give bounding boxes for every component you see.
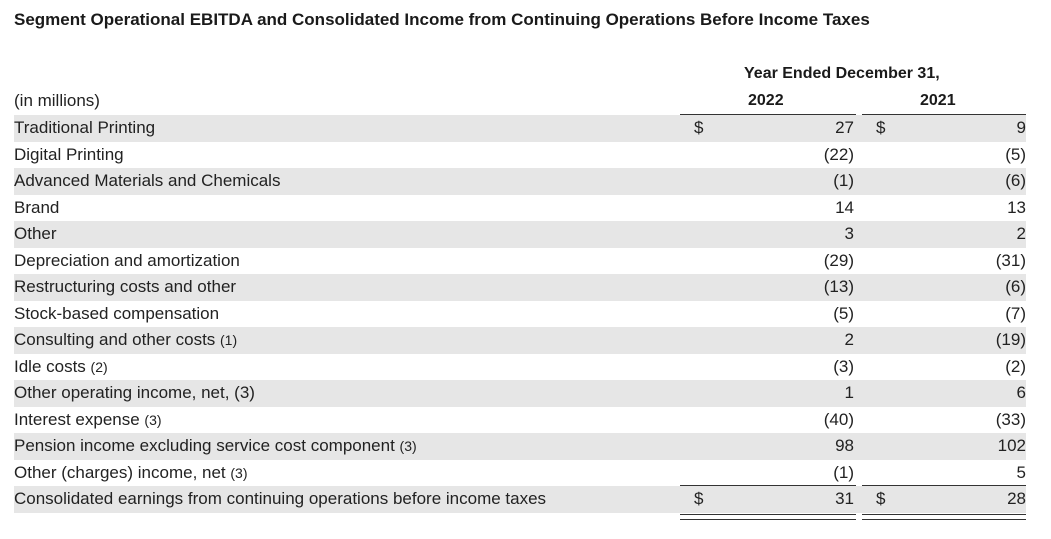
table-row: Advanced Materials and Chemicals (1) (6): [14, 168, 1026, 195]
value-2022: (22): [823, 144, 854, 164]
year-2022-header: 2022: [748, 92, 784, 109]
value-2022: (13): [823, 277, 854, 296]
currency-symbol-2022: $: [694, 118, 704, 137]
row-label: Other operating income, net, (3): [14, 380, 255, 406]
table-row: Consulting and other costs (1) 2 (19): [14, 327, 1026, 354]
subtotal-rule-2022: [680, 485, 856, 486]
table-row: Digital Printing (22) (5): [14, 142, 1026, 169]
row-label-text: Traditional Printing: [14, 118, 156, 137]
value-2022: 3: [844, 224, 854, 243]
row-label-text: Depreciation and amortization: [14, 250, 240, 270]
row-label: Consulting and other costs (1): [14, 327, 237, 353]
subtotal-rule-2021: [862, 485, 1026, 486]
table-row: Other operating income, net, (3) 1 6: [14, 380, 1026, 407]
row-label-text: Stock-based compensation: [14, 303, 220, 323]
row-label: Other: [14, 221, 57, 247]
value-2022: 14: [835, 197, 854, 217]
row-label: Restructuring costs and other: [14, 274, 236, 300]
row-label: Brand: [14, 195, 59, 221]
table-row: Consolidated earnings from continuing op…: [14, 486, 1026, 513]
table-row: Restructuring costs and other (13) (6): [14, 274, 1026, 301]
value-2022: (5): [833, 303, 854, 323]
currency-symbol-2021: $: [876, 118, 886, 137]
table-row: Brand 14 13: [14, 195, 1026, 222]
value-2022: 98: [835, 436, 854, 455]
value-2022: (3): [833, 356, 854, 376]
value-2021: (6): [1005, 171, 1026, 190]
table-row: Stock-based compensation (5) (7): [14, 301, 1026, 328]
header-rule-2022: [680, 114, 856, 115]
value-2022: (1): [833, 171, 854, 190]
value-2021: 6: [1016, 383, 1026, 402]
row-label-text: Consolidated earnings from continuing op…: [14, 489, 547, 508]
table-row: Other (charges) income, net (3) (1) 5: [14, 460, 1026, 487]
row-label: Digital Printing: [14, 142, 124, 168]
value-2021: 102: [997, 436, 1026, 455]
row-label: Traditional Printing: [14, 115, 155, 141]
table-row: Other 3 2: [14, 221, 1026, 248]
row-label-text: Digital Printing: [14, 144, 124, 164]
value-2021: (33): [995, 409, 1026, 429]
row-label-text: Other (charges) income, net: [14, 462, 231, 482]
value-2022: 27: [835, 118, 854, 137]
row-label-text: Brand: [14, 197, 60, 217]
table-row: Traditional Printing $ $27 9: [14, 115, 1026, 142]
value-2021: 9: [1016, 118, 1026, 137]
value-2022: (40): [823, 409, 854, 429]
total-double-rule-2021: [862, 513, 1026, 520]
value-2021: (6): [1005, 277, 1026, 296]
period-header: Year Ended December 31,: [744, 65, 940, 82]
currency-symbol-2022: $: [694, 489, 704, 508]
row-label-text: Advanced Materials and Chemicals: [14, 171, 281, 190]
year-2021-header: 2021: [920, 92, 956, 109]
value-2021: 13: [1007, 197, 1026, 217]
value-2022: (1): [833, 462, 854, 482]
value-2021: (31): [995, 250, 1026, 270]
row-label-text: Restructuring costs and other: [14, 277, 237, 296]
row-label: Advanced Materials and Chemicals: [14, 168, 280, 194]
units-label: (in millions): [14, 91, 100, 110]
value-2021: 5: [1016, 462, 1026, 482]
row-label-text: Interest expense: [14, 409, 145, 429]
row-label-text: Consulting and other costs: [14, 330, 221, 349]
value-2022: 2: [844, 330, 854, 349]
row-label-text: Pension income excluding service cost co…: [14, 436, 400, 455]
row-label: Depreciation and amortization: [14, 248, 240, 274]
value-2022: 31: [835, 489, 854, 508]
row-label-text: Other: [14, 224, 57, 243]
row-label: Pension income excluding service cost co…: [14, 433, 417, 459]
table-title: Segment Operational EBITDA and Consolida…: [14, 10, 870, 29]
table-row: Depreciation and amortization (29) (31): [14, 248, 1026, 275]
table-row: Idle costs (2) (3) (2): [14, 354, 1026, 381]
row-label: Other (charges) income, net (3): [14, 460, 248, 486]
value-2021: 2: [1016, 224, 1026, 243]
footnote-ref: (3): [144, 411, 162, 428]
value-2021: (5): [1005, 144, 1026, 164]
financial-table: Traditional Printing $ $27 9 Digital Printin…: [14, 115, 1026, 513]
row-label: Idle costs (2): [14, 354, 108, 380]
footnote-ref: (3): [399, 438, 417, 454]
value-2021: 28: [1007, 489, 1026, 508]
value-2021: (2): [1005, 356, 1026, 376]
footnote-ref: (3): [230, 464, 248, 481]
row-label-text: Other operating income, net, (3): [14, 383, 255, 402]
footnote-ref: (1): [220, 332, 238, 348]
table-row: Interest expense (3) (40) (33): [14, 407, 1026, 434]
header-rule-2021: [862, 114, 1026, 115]
row-label: Interest expense (3): [14, 407, 162, 433]
footnote-ref: (2): [90, 358, 108, 375]
value-2021: (19): [995, 330, 1026, 349]
row-label: Stock-based compensation: [14, 301, 219, 327]
currency-symbol-2021: $: [876, 489, 886, 508]
total-double-rule-2022: [680, 513, 856, 520]
table-row: Pension income excluding service cost co…: [14, 433, 1026, 460]
value-2022: (29): [823, 250, 854, 270]
value-2022: 1: [844, 383, 854, 402]
value-2021: (7): [1005, 303, 1026, 323]
row-label: Consolidated earnings from continuing op…: [14, 486, 546, 512]
row-label-text: Idle costs: [14, 356, 91, 376]
